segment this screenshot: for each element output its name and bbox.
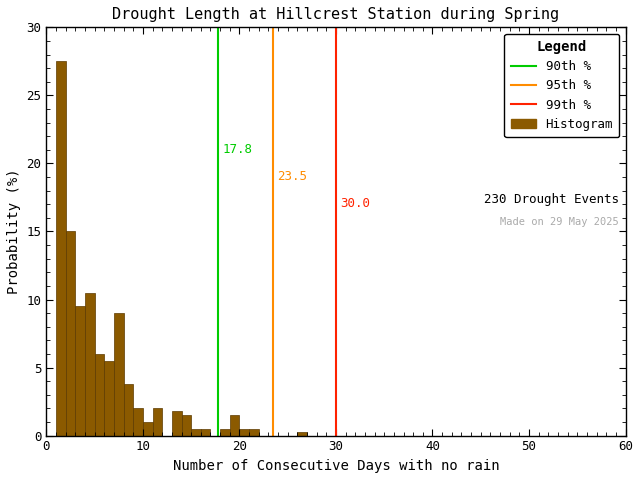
Text: 23.5: 23.5 [277, 170, 307, 183]
Text: 230 Drought Events: 230 Drought Events [484, 192, 619, 205]
Bar [66, 231, 76, 436]
Bar [104, 361, 114, 436]
Bar [56, 61, 66, 436]
Text: 30.0: 30.0 [340, 197, 370, 210]
Legend: 90th %, 95th %, 99th %, Histogram: 90th %, 95th %, 99th %, Histogram [504, 34, 620, 137]
Bar [172, 411, 182, 436]
Bar [230, 415, 239, 436]
Title: Drought Length at Hillcrest Station during Spring: Drought Length at Hillcrest Station duri… [113, 7, 559, 22]
Bar [124, 384, 133, 436]
Bar [239, 429, 249, 436]
X-axis label: Number of Consecutive Days with no rain: Number of Consecutive Days with no rain [173, 459, 499, 473]
Bar [191, 429, 201, 436]
Bar [220, 429, 230, 436]
Bar [76, 306, 85, 436]
Bar [95, 354, 104, 436]
Bar [152, 408, 162, 436]
Text: Made on 29 May 2025: Made on 29 May 2025 [500, 217, 619, 227]
Bar [298, 432, 307, 436]
Bar [143, 422, 152, 436]
Bar [133, 408, 143, 436]
Bar [201, 429, 211, 436]
Bar [249, 429, 259, 436]
Text: 17.8: 17.8 [222, 143, 252, 156]
Bar [114, 313, 124, 436]
Bar [182, 415, 191, 436]
Y-axis label: Probability (%): Probability (%) [7, 168, 21, 294]
Bar [85, 293, 95, 436]
